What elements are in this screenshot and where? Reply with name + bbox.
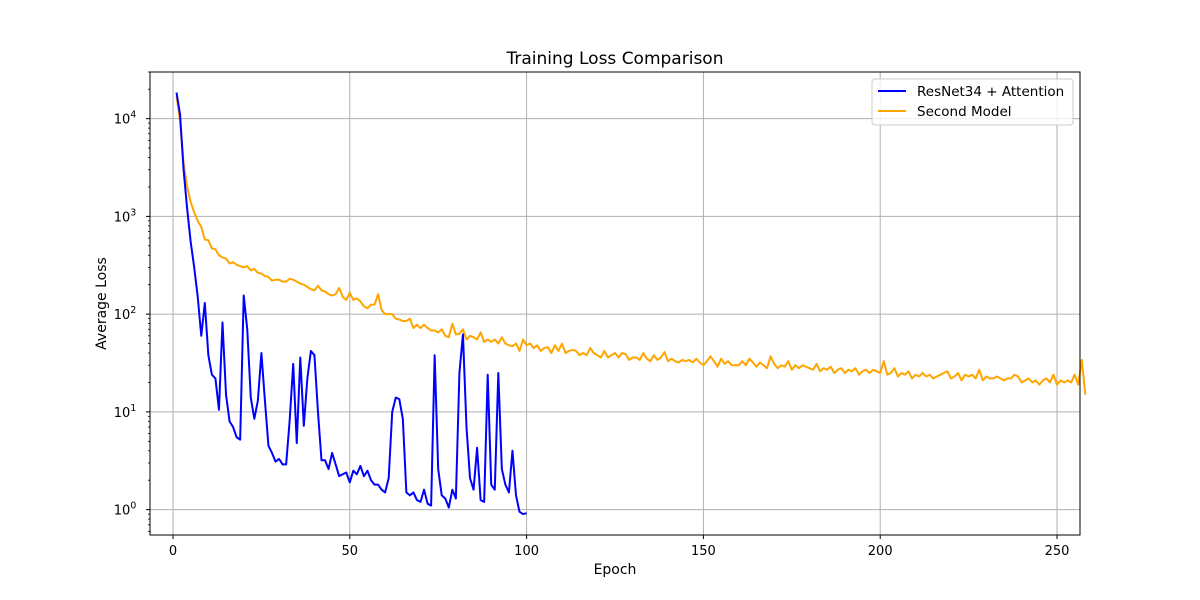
series-line-0 xyxy=(175,92,527,516)
legend-label: Second Model xyxy=(917,104,1012,120)
legend-box xyxy=(871,78,1074,126)
series-line-1 xyxy=(175,95,1087,395)
y-tick-label: 103 xyxy=(114,207,137,225)
y-tick-label: 102 xyxy=(114,305,137,323)
legend: ResNet34 + Attention Second Model xyxy=(871,78,1074,126)
x-tick-label: 150 xyxy=(691,544,716,559)
chart-title: Training Loss Comparison xyxy=(506,49,724,69)
y-axis-label: Average Loss xyxy=(94,257,110,350)
x-tick-label: 100 xyxy=(514,544,539,559)
x-axis-label: Epoch xyxy=(594,562,637,578)
series-layer xyxy=(175,92,1087,516)
x-tick-label: 0 xyxy=(169,544,177,559)
x-tick-label: 250 xyxy=(1045,544,1070,559)
legend-label: ResNet34 + Attention xyxy=(917,84,1064,100)
y-tick-label: 100 xyxy=(114,501,137,519)
y-axis-ticks: 100 101 102 103 104 xyxy=(114,71,150,532)
y-tick-label: 104 xyxy=(114,110,137,128)
plot-frame xyxy=(149,71,1081,536)
x-tick-label: 200 xyxy=(868,544,893,559)
x-axis-ticks: 0 50 100 150 200 250 xyxy=(169,535,1070,559)
y-tick-label: 101 xyxy=(114,403,137,421)
x-tick-label: 50 xyxy=(342,544,359,559)
